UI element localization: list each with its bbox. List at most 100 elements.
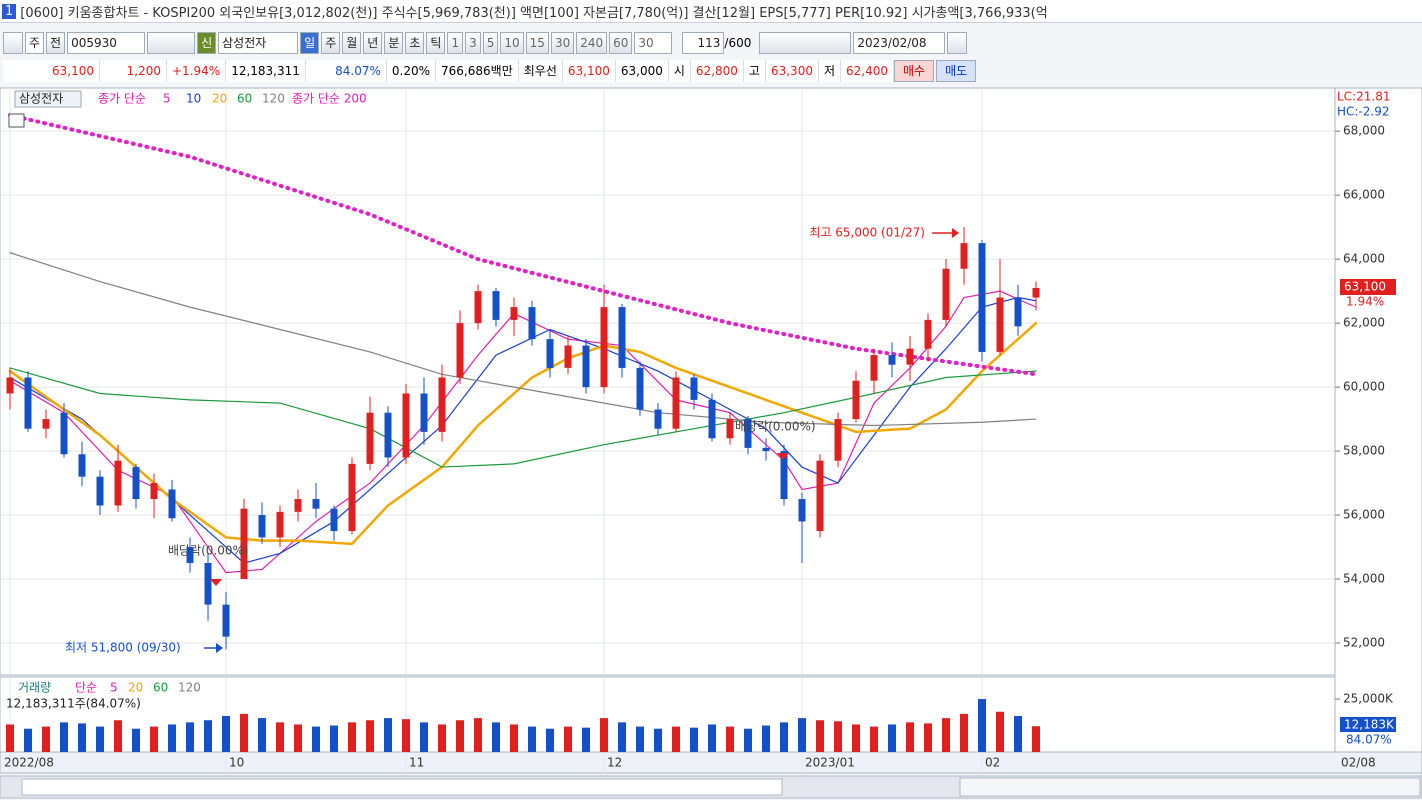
legend-item: 20 bbox=[212, 92, 227, 106]
volume-bar bbox=[150, 726, 158, 752]
minute-button[interactable]: 3 bbox=[465, 32, 481, 54]
volume-bar bbox=[546, 728, 554, 752]
volume-bar bbox=[384, 718, 392, 752]
stock-name[interactable]: 삼성전자 bbox=[218, 32, 299, 54]
volume-bar bbox=[60, 722, 68, 752]
volume-info: 12,183,311주(84.07%) bbox=[6, 697, 141, 711]
period-button[interactable]: 년 bbox=[363, 32, 383, 54]
candle-body bbox=[312, 499, 320, 509]
minute-button[interactable]: 60 bbox=[609, 32, 633, 54]
dividend-label: 배당락(0.00%) bbox=[168, 544, 249, 558]
volume-bar bbox=[996, 711, 1004, 752]
toolbar: 주 전 005930 신 삼성전자 일 주 월 년 분 초 틱 1 3 5 10 15 30 240 60 30 113/… bbox=[0, 30, 1422, 56]
candle-body bbox=[708, 399, 716, 439]
high-annotation: 최고 65,000 (01/27) bbox=[809, 226, 925, 240]
tool-buttons[interactable] bbox=[759, 32, 852, 54]
candle-body bbox=[276, 511, 284, 538]
candle-body bbox=[42, 419, 50, 429]
volume-bar bbox=[186, 722, 194, 752]
period-button[interactable]: 일 bbox=[300, 32, 320, 54]
minute-button[interactable]: 30 bbox=[550, 32, 575, 54]
stock-box bbox=[14, 90, 82, 108]
volume-bar bbox=[204, 720, 212, 752]
volume-bar bbox=[834, 721, 842, 752]
view-count[interactable]: 113 bbox=[682, 32, 725, 54]
legend-label: 종가 단순 bbox=[98, 92, 146, 106]
minute-button[interactable]: 1 bbox=[447, 32, 464, 54]
calendar-button[interactable] bbox=[947, 32, 968, 54]
candle-body bbox=[474, 291, 482, 324]
candle-body bbox=[384, 412, 392, 458]
dividend-label: 배당락(0.00%) bbox=[735, 420, 816, 434]
prev-button[interactable]: 전 bbox=[46, 32, 66, 54]
volume-bar bbox=[870, 726, 878, 752]
volume-legend-item: 5 bbox=[110, 681, 118, 695]
dividend-marker bbox=[210, 579, 222, 586]
x-tick-label: 2022/08 bbox=[4, 756, 54, 770]
candle-body bbox=[852, 380, 860, 420]
volume-last-label: 12,183K bbox=[1344, 718, 1395, 732]
candle-body bbox=[186, 547, 194, 564]
volume-bar bbox=[240, 713, 248, 752]
date-input[interactable]: 2023/02/08 bbox=[853, 32, 946, 54]
count-input[interactable]: 30 bbox=[634, 32, 673, 54]
quote-change-pct: +1.94% bbox=[167, 60, 227, 82]
volume-bar bbox=[762, 725, 770, 752]
last-date: 02/08 bbox=[1341, 756, 1376, 770]
period-type[interactable]: 주 bbox=[25, 32, 45, 54]
minute-button[interactable]: 10 bbox=[500, 32, 524, 54]
quote-change: 1,200 bbox=[100, 60, 167, 82]
search-button[interactable] bbox=[147, 32, 196, 54]
layout-button[interactable] bbox=[3, 32, 23, 54]
volume-bar bbox=[654, 728, 662, 752]
candle-body bbox=[492, 291, 500, 320]
scroll-controls bbox=[959, 777, 1421, 797]
minute-button[interactable]: 15 bbox=[525, 32, 549, 54]
candle-body bbox=[420, 393, 428, 432]
volume-bar bbox=[420, 722, 428, 752]
table-icon[interactable] bbox=[8, 113, 25, 128]
y-tick-label: 60,000 bbox=[1343, 380, 1385, 394]
period-button[interactable]: 틱 bbox=[426, 32, 446, 54]
minute-button[interactable]: 5 bbox=[482, 32, 499, 54]
volume-bar bbox=[1032, 726, 1040, 752]
period-button[interactable]: 분 bbox=[384, 32, 404, 54]
x-tick-label: 10 bbox=[229, 756, 244, 770]
candle-body bbox=[114, 460, 122, 506]
volume-bar bbox=[924, 723, 932, 752]
period-button[interactable]: 주 bbox=[321, 32, 341, 54]
buy-button[interactable]: 매수 bbox=[894, 60, 935, 82]
candle-body bbox=[294, 499, 302, 512]
arrow-head bbox=[216, 643, 223, 653]
quote-turnover: 0.20% bbox=[386, 60, 437, 82]
candle-body bbox=[942, 268, 950, 320]
x-tick-label: 12 bbox=[607, 756, 622, 770]
volume-bar bbox=[1014, 716, 1022, 752]
flag[interactable]: 신 bbox=[197, 32, 217, 54]
candle-body bbox=[204, 563, 212, 605]
y-tick-label: 56,000 bbox=[1343, 508, 1385, 522]
volume-bar bbox=[690, 727, 698, 752]
minute-button[interactable]: 240 bbox=[576, 32, 608, 54]
scroll-thumb[interactable] bbox=[21, 778, 783, 796]
volume-legend-item: 60 bbox=[153, 681, 168, 695]
app-icon[interactable]: 1 bbox=[2, 3, 17, 19]
quote-volume: 12,183,311 bbox=[226, 60, 306, 82]
period-button[interactable]: 초 bbox=[405, 32, 425, 54]
volume-ma-label: 단순 bbox=[75, 681, 97, 695]
candle-body bbox=[150, 483, 158, 500]
volume-bar bbox=[78, 723, 86, 752]
candle-body bbox=[690, 377, 698, 400]
arrow-head bbox=[952, 228, 959, 238]
code-input[interactable]: 005930 bbox=[67, 32, 146, 54]
candle-body bbox=[1014, 297, 1022, 327]
volume-bar bbox=[960, 713, 968, 752]
candle-body bbox=[546, 339, 554, 368]
volume-bar bbox=[816, 720, 824, 752]
sell-button[interactable]: 매도 bbox=[936, 60, 977, 82]
volume-badge bbox=[1340, 717, 1396, 732]
y-tick-label: 62,000 bbox=[1343, 316, 1385, 330]
period-button[interactable]: 월 bbox=[342, 32, 362, 54]
